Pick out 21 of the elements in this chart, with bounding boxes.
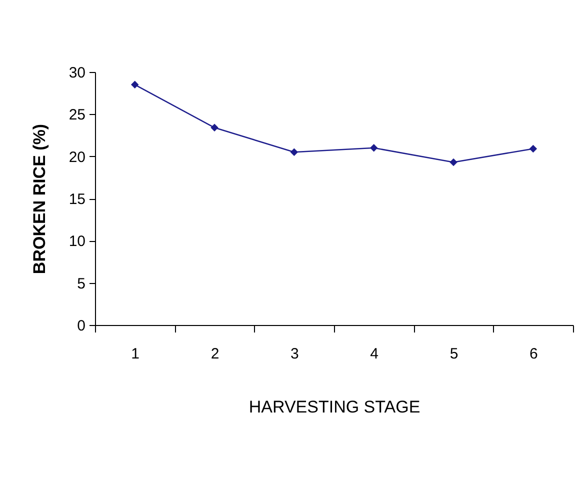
point	[290, 148, 298, 156]
x-tick-label: 1	[131, 346, 140, 362]
x-tick-label: 2	[210, 346, 220, 362]
x-tick-label: 4	[370, 346, 379, 362]
x-axis-title: HARVESTING STAGE	[248, 398, 420, 416]
x-tick-label: 3	[290, 346, 299, 362]
y-tick-label: 15	[68, 191, 86, 208]
y-tick-label: 25	[68, 106, 86, 124]
point	[529, 144, 538, 153]
point	[370, 144, 378, 152]
point	[450, 158, 458, 166]
y-tick-label: 20	[68, 148, 86, 166]
y-tick-label: 10	[68, 233, 86, 250]
x-tick-label: 5	[450, 346, 458, 362]
y-tick-label: 5	[77, 275, 86, 292]
point	[210, 124, 218, 132]
y-tick-label: 0	[77, 318, 86, 334]
point	[130, 80, 139, 89]
x-tick-label: 6	[529, 346, 538, 362]
y-tick-label: 30	[68, 64, 86, 82]
y-axis-title: BROKEN RICE (%)	[30, 124, 49, 274]
